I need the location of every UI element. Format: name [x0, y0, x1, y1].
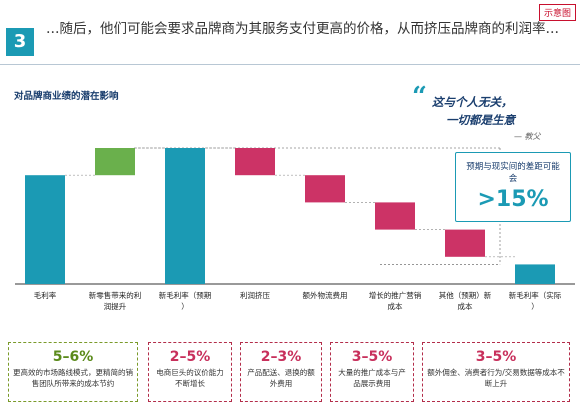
- bar-2: [95, 148, 135, 176]
- impact-box-5: 3–5% 额外佣金、消费者行为/交易数据等成本不断上升: [422, 342, 570, 402]
- impact-description: 额外佣金、消费者行为/交易数据等成本不断上升: [427, 368, 565, 388]
- bar-3: [165, 148, 205, 284]
- bar-4: [235, 148, 275, 176]
- category-label-5-line-1: 额外物流费用: [303, 290, 348, 300]
- sample-badge: 示意图: [538, 4, 576, 21]
- bar-1: [25, 175, 65, 284]
- category-label-8-line-1: 新毛利率（实际: [509, 290, 562, 300]
- section-number: 3: [6, 28, 34, 56]
- chart-subtitle: 对品牌商业绩的潜在影响: [14, 91, 119, 102]
- impact-box-2: 2–5% 电商巨头的议价能力不断增长: [148, 342, 232, 402]
- category-label-1-line-1: 毛利率: [34, 290, 57, 300]
- category-label-3-line-1: 新毛利率（预期: [159, 290, 212, 300]
- category-label-4-line-1: 利润挤压: [240, 290, 270, 300]
- quote-mark-icon: “: [412, 82, 427, 112]
- callout-value: >15%: [477, 187, 549, 212]
- impact-description: 产品配送、退换的额外费用: [247, 368, 315, 388]
- quote-source: — 教父: [514, 132, 541, 141]
- bar-6: [375, 202, 415, 230]
- title-divider: [0, 64, 580, 65]
- category-label-8-line-2: ）: [531, 302, 539, 311]
- impact-value: 5–6%: [52, 349, 94, 365]
- impact-description: 大量的推广成本与产品展示费用: [338, 368, 406, 388]
- category-label-6-line-1: 增长的推广营销: [369, 290, 422, 300]
- impact-box-4: 3–5% 大量的推广成本与产品展示费用: [330, 342, 414, 402]
- impact-value: 2–3%: [260, 349, 302, 365]
- category-label-3-line-2: ）: [181, 302, 189, 311]
- category-label-7-line-2: 成本: [458, 301, 473, 311]
- impact-value: 3–5%: [351, 349, 393, 365]
- impact-description: 更高效的市场路线模式，更精简的销售团队所带来的成本节约: [13, 368, 133, 388]
- bar-8: [515, 264, 555, 284]
- category-label-7-line-1: 其他（预期）新: [439, 290, 492, 300]
- impact-description: 电商巨头的议价能力不断增长: [156, 368, 224, 388]
- quote-line-2: 一切都是生意: [446, 113, 515, 127]
- category-label-6-line-2: 成本: [388, 301, 403, 311]
- impact-box-3: 2–3% 产品配送、退换的额外费用: [240, 342, 322, 402]
- category-label-2-line-2: 润提升: [104, 301, 127, 311]
- bar-5: [305, 175, 345, 203]
- impact-box-1: 5–6% 更高效的市场路线模式，更精简的销售团队所带来的成本节约: [8, 342, 138, 402]
- callout-text: 预期与现实间的差距可能会: [466, 162, 560, 184]
- bar-7: [445, 229, 485, 257]
- impact-value: 2–5%: [169, 349, 211, 365]
- impact-value: 3–5%: [475, 349, 517, 365]
- category-label-2-line-1: 新零售带来的利: [89, 290, 142, 300]
- page-title: …随后，他们可能会要求品牌商为其服务支付更高的价格，从而挤压品牌商的利润率…: [46, 21, 559, 37]
- quote-line-1: 这与个人无关，: [432, 95, 513, 109]
- gap-callout: 预期与现实间的差距可能会 >15%: [455, 152, 571, 222]
